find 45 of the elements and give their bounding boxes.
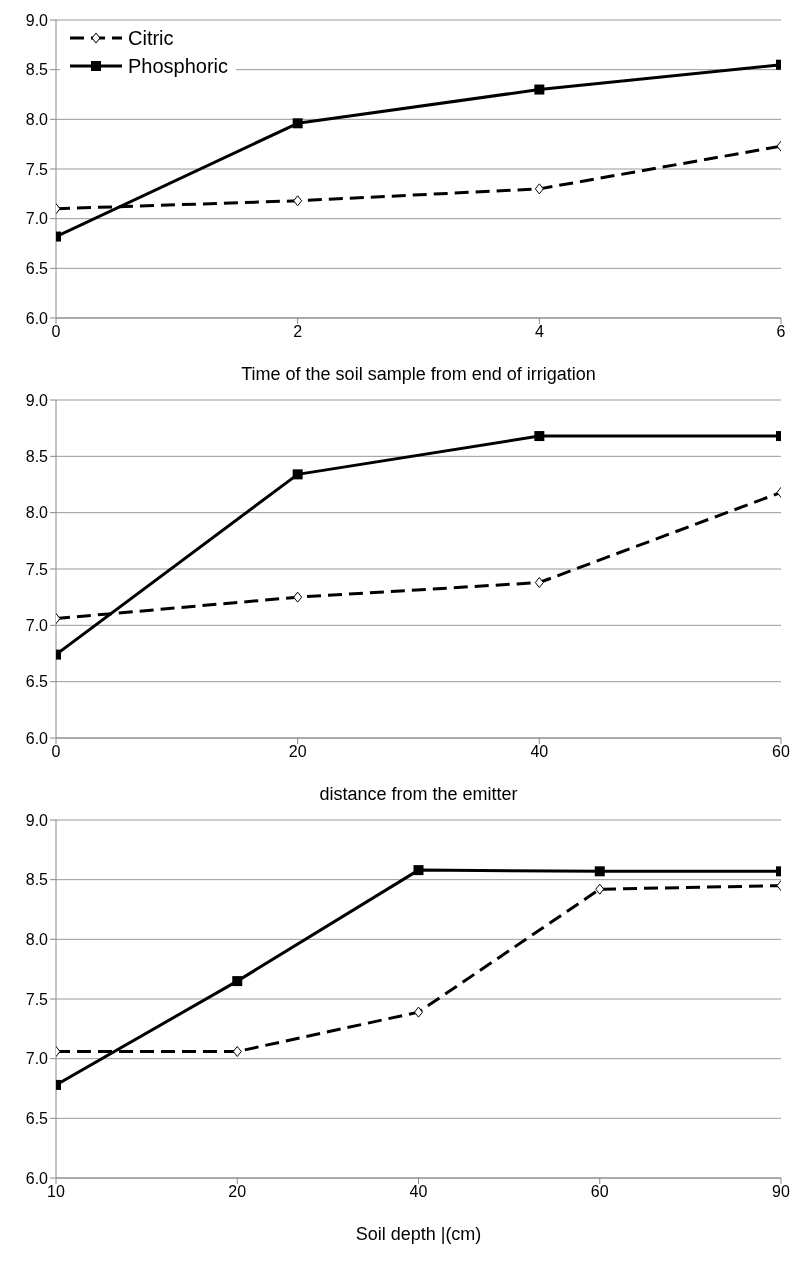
x-axis-title: Time of the soil sample from end of irrigation — [241, 364, 596, 384]
x-tick-label: 0 — [51, 323, 61, 341]
y-tick-label: 7.0 — [25, 617, 49, 635]
x-axis-title: Soil depth |(cm) — [355, 1224, 482, 1244]
y-tick-label: 6.5 — [25, 673, 49, 691]
x-tick-label: 4 — [534, 323, 544, 341]
y-tick-label: 9.0 — [25, 391, 49, 409]
point — [413, 865, 424, 876]
y-tick-label: 6.0 — [25, 1169, 49, 1187]
x-tick-label: 40 — [530, 743, 549, 761]
y-tick-label: 7.5 — [25, 990, 49, 1008]
x-tick-label: 0 — [51, 743, 61, 761]
y-tick-label: 7.0 — [25, 1050, 49, 1068]
legend-label: Phosphoric — [128, 54, 229, 79]
x-tick-label: 90 — [772, 1183, 790, 1201]
point — [414, 1006, 423, 1018]
y-tick-label: 6.5 — [25, 260, 49, 278]
x-tick-label: 10 — [47, 1183, 65, 1201]
legend-label: Citric — [128, 26, 174, 51]
y-tick-label: 9.0 — [25, 11, 49, 29]
y-tick-label: 6.5 — [25, 1110, 49, 1128]
x-tick-label: 20 — [288, 743, 307, 761]
y-tick-label: 8.5 — [25, 61, 49, 79]
point — [595, 883, 605, 895]
x-axis-title: distance from the emitter — [319, 784, 518, 804]
y-tick-label: 7.5 — [25, 560, 49, 578]
x-tick-label: 6 — [776, 323, 786, 341]
x-tick-label: 60 — [590, 1183, 609, 1201]
x-tick-label: 60 — [772, 743, 790, 761]
point — [232, 976, 243, 987]
y-tick-label: 6.0 — [25, 309, 49, 327]
y-tick-label: 9.0 — [25, 811, 49, 829]
y-tick-label: 7.0 — [25, 210, 49, 228]
x-tick-label: 2 — [293, 323, 303, 341]
point — [232, 1046, 242, 1058]
y-tick-label: 8.5 — [25, 871, 49, 889]
y-tick-label: 8.0 — [25, 111, 49, 129]
point — [594, 866, 605, 877]
y-tick-label: 8.0 — [25, 931, 49, 949]
y-tick-label: 7.5 — [25, 160, 49, 178]
x-tick-label: 20 — [228, 1183, 247, 1201]
x-tick-label: 40 — [409, 1183, 428, 1201]
y-tick-label: 8.5 — [25, 448, 49, 466]
y-tick-label: 6.0 — [25, 729, 49, 747]
y-tick-label: 8.0 — [25, 504, 49, 522]
